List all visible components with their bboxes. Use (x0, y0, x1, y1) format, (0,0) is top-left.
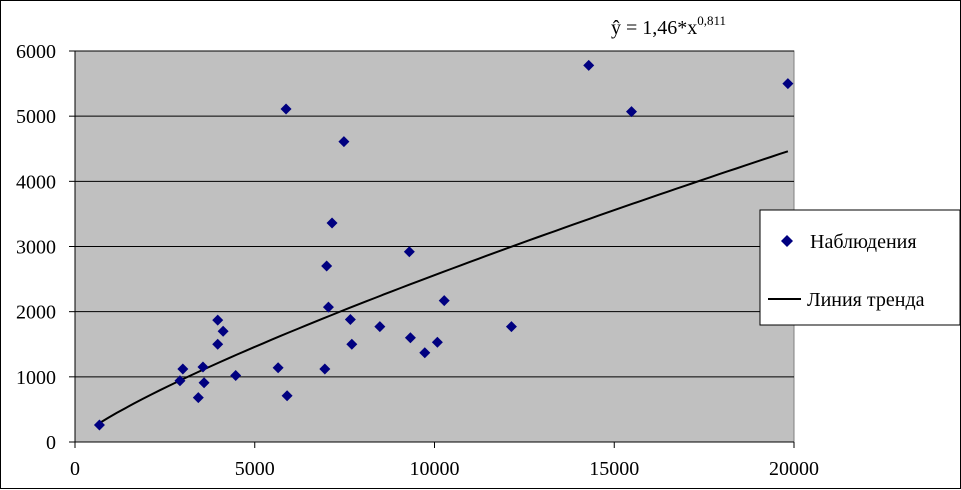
data-point-27 (583, 59, 595, 71)
legend-box (759, 209, 961, 326)
trend-equation-exponent: 0,811 (697, 13, 726, 28)
data-point-21 (403, 246, 415, 258)
data-point-6 (212, 314, 224, 326)
data-point-15 (322, 301, 334, 313)
x-tick-label-5000: 5000 (235, 458, 275, 480)
legend-label-observations: Наблюдения (810, 231, 917, 253)
data-point-16 (326, 217, 338, 229)
y-tick-label-4000: 4000 (16, 171, 56, 193)
x-tick-label-0: 0 (70, 458, 80, 480)
data-point-25 (438, 295, 450, 307)
x-axis-ticks: 0 5000 10000 15000 20000 (70, 442, 819, 480)
y-tick-label-5000: 5000 (16, 106, 56, 128)
data-point-22 (404, 332, 416, 344)
data-point-11 (280, 103, 292, 115)
data-point-23 (419, 347, 431, 359)
y-tick-label-2000: 2000 (16, 302, 56, 324)
data-point-5 (198, 377, 210, 389)
data-point-19 (346, 338, 358, 350)
data-point-28 (626, 106, 638, 118)
data-point-17 (338, 136, 350, 148)
y-axis-ticks: 0 1000 2000 3000 4000 5000 6000 (16, 41, 75, 454)
data-point-0 (93, 419, 105, 431)
data-point-20 (374, 321, 386, 333)
x-tick-label-10000: 10000 (410, 458, 460, 480)
y-tick-label-3000: 3000 (16, 237, 56, 259)
legend-marker-observations (781, 235, 793, 247)
data-point-26 (505, 321, 517, 333)
data-point-2 (177, 363, 189, 375)
data-point-4 (197, 361, 209, 373)
data-point-29 (782, 78, 794, 90)
x-tick-label-20000: 20000 (769, 458, 819, 480)
data-point-12 (281, 390, 293, 402)
trend-equation-base: ŷ = 1,46*x (611, 17, 697, 39)
data-point-10 (272, 362, 284, 374)
legend: Наблюдения Линия тренда (759, 209, 961, 326)
y-tick-label-0: 0 (46, 432, 56, 454)
data-point-7 (212, 338, 224, 350)
legend-label-trend: Линия тренда (807, 289, 925, 311)
data-point-18 (344, 313, 356, 325)
trend-line (98, 150, 789, 424)
data-point-9 (230, 370, 242, 382)
trend-equation: ŷ = 1,46*x0,811 (611, 13, 726, 39)
data-point-13 (319, 363, 331, 375)
data-point-3 (192, 392, 204, 404)
observation-points (93, 59, 794, 431)
data-point-8 (217, 325, 229, 337)
x-tick-label-15000: 15000 (589, 458, 639, 480)
data-point-1 (174, 375, 186, 387)
gridlines (75, 50, 794, 378)
y-tick-label-1000: 1000 (16, 367, 56, 389)
data-point-14 (321, 260, 333, 272)
y-tick-label-6000: 6000 (16, 41, 56, 63)
data-point-24 (431, 336, 443, 348)
